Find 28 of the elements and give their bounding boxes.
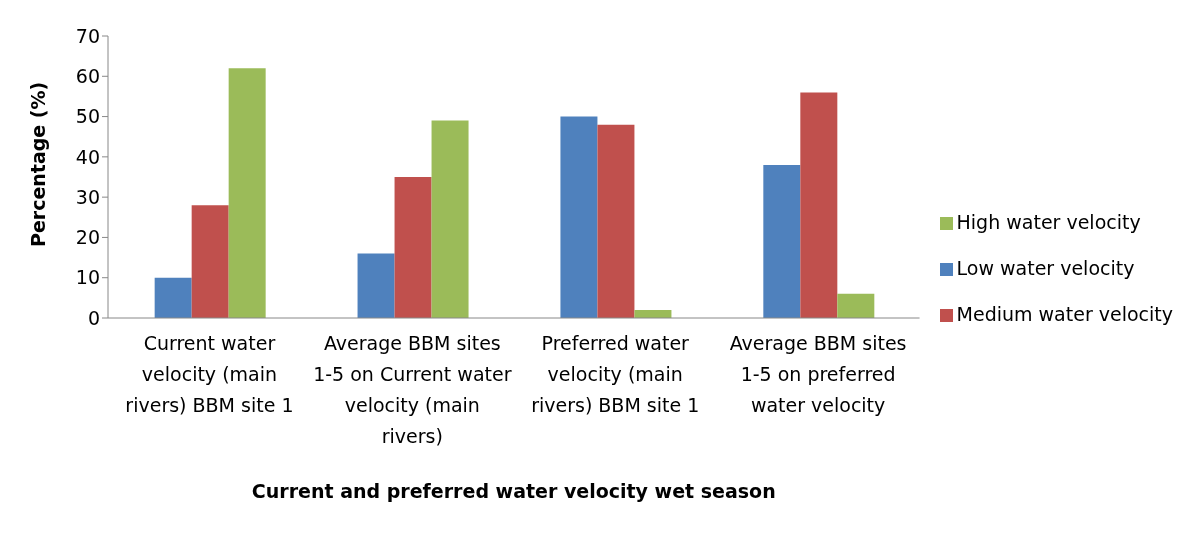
x-tick-label: Preferred water velocity (main rivers) BBM site 1 [531, 332, 700, 416]
legend-label: Medium water velocity [956, 303, 1173, 325]
bar [357, 253, 395, 318]
y-tick-label: 10 [75, 266, 100, 289]
bar [431, 120, 469, 318]
bar [228, 68, 266, 318]
legend-label: Low water velocity [956, 257, 1135, 279]
y-axis-title: Percentage (%) [26, 81, 49, 247]
y-tick-label: 60 [75, 65, 100, 88]
y-tick-label: 40 [75, 145, 100, 168]
bar [837, 293, 875, 318]
bar [191, 205, 229, 318]
bar [394, 177, 432, 318]
bar [800, 92, 838, 318]
bar [597, 124, 635, 318]
y-tick-label: 0 [87, 306, 100, 329]
x-tick-label: Average BBM sites 1-5 on preferred water velocity [729, 332, 907, 416]
bar [763, 164, 801, 318]
y-tick-label: 70 [75, 24, 100, 47]
y-tick-label: 20 [75, 226, 100, 249]
y-tick-label: 30 [75, 185, 100, 208]
bar [560, 116, 598, 318]
x-axis-title: Current and preferred water velocity wet season [251, 480, 776, 502]
y-tick-label: 50 [75, 105, 100, 128]
bar [154, 277, 192, 318]
x-tick-label: Current water velocity (main rivers) BBM site 1 [125, 332, 294, 416]
legend-label: High water velocity [956, 211, 1141, 233]
x-tick-label: Average BBM sites 1-5 on Current water velocity (main rivers) [313, 332, 512, 447]
